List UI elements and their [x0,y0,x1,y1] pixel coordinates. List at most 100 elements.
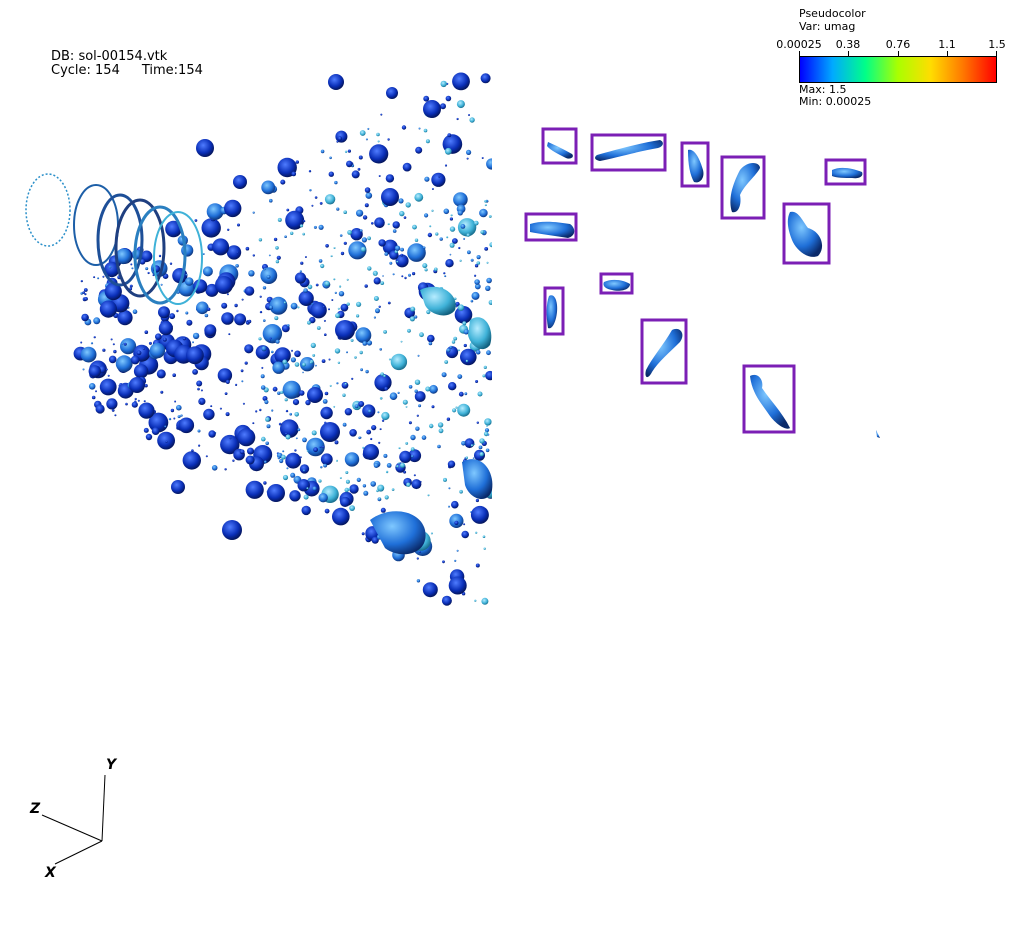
droplet [102,275,105,278]
droplet [371,536,379,544]
droplet [81,313,89,322]
droplet [302,371,304,374]
droplet [334,348,341,354]
droplet [245,480,264,499]
droplet [320,406,333,420]
droplet [457,403,471,417]
droplet [272,386,278,392]
droplet [285,210,305,230]
droplet [319,446,322,449]
droplet [105,368,108,371]
droplet [158,254,162,258]
droplet [328,358,331,361]
droplet [115,355,133,373]
droplet [80,346,97,363]
droplet [291,171,297,177]
droplet [388,358,391,361]
droplet [337,307,340,310]
droplet [480,230,485,235]
droplet [401,275,404,278]
droplet [402,399,408,405]
droplet [408,385,413,389]
droplet [451,340,456,344]
droplet [429,384,438,394]
droplet [348,487,351,491]
droplet [303,288,308,293]
droplet [204,324,217,337]
ligament-blob [468,317,492,350]
droplet [484,247,489,251]
droplet [488,215,492,218]
droplet [221,312,234,325]
droplet [483,547,486,550]
droplet [391,488,395,491]
droplet [363,444,379,460]
droplet [401,125,407,130]
droplet [399,450,412,463]
droplet [380,372,385,377]
droplet [364,284,368,288]
droplet [239,449,245,455]
droplet [120,338,137,355]
droplet [229,437,232,440]
droplet [196,380,203,387]
droplet [435,232,439,236]
structure-blob [787,211,823,257]
y-axis-line [101,774,106,842]
droplet [398,462,400,464]
droplet [275,259,280,264]
droplet [423,95,430,102]
droplet [198,444,201,447]
x-axis-line [54,840,103,865]
droplet [339,234,343,237]
droplet [470,505,489,524]
droplet [269,305,273,310]
droplet [324,508,330,514]
droplet [275,339,280,344]
db-filename: DB: sol-00154.vtk [51,49,168,64]
droplet [200,389,203,392]
droplet [463,343,467,348]
droplet [315,364,317,367]
droplet [484,418,492,426]
droplet [180,414,183,417]
droplet [279,458,284,464]
droplet [145,433,153,441]
detection-box [782,202,831,265]
droplet [271,409,274,412]
droplet [451,500,459,509]
droplet [438,175,441,178]
droplet [382,275,384,277]
droplet [460,224,466,229]
droplet [408,421,412,425]
droplet [422,246,426,249]
droplet [303,220,306,223]
droplet [462,321,467,326]
droplet [346,302,350,306]
droplet [283,301,286,304]
droplet [324,333,327,337]
droplet [93,276,96,279]
droplet [455,301,460,307]
droplet [374,217,385,228]
droplet [225,412,230,417]
droplet [131,267,134,270]
droplet [379,397,383,400]
droplet [328,171,334,177]
droplet [476,255,481,260]
droplet [385,174,395,183]
droplet [469,117,475,123]
droplet [112,343,115,346]
droplet [449,345,453,349]
droplet [437,444,441,449]
droplet [414,379,421,385]
droplet [461,530,470,539]
droplet [323,319,326,322]
droplet [272,361,285,374]
droplet [331,299,334,301]
droplet [104,282,122,301]
droplet [82,368,85,371]
droplet [478,445,483,450]
droplet [392,221,400,229]
